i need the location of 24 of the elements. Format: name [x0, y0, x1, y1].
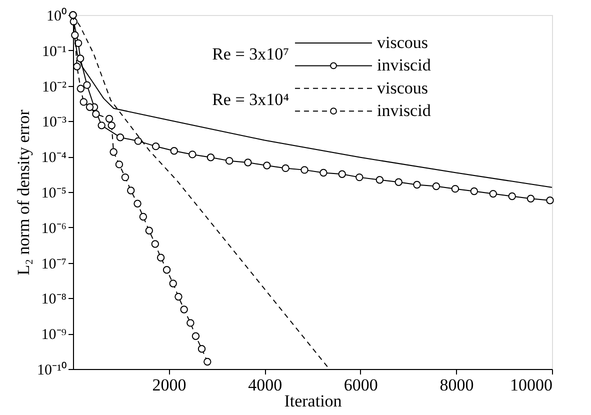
x-tick-label: 2000	[152, 376, 186, 394]
y-tick-label: 10⁻²	[42, 79, 67, 96]
y-tick-label: 10⁻⁷	[41, 256, 66, 272]
legend-label: inviscid	[377, 56, 432, 75]
y-tick-label: 10⁻⁵	[41, 186, 66, 202]
y-tick-label: 10⁻⁶	[41, 220, 66, 237]
legend-label: inviscid	[377, 101, 432, 120]
y-tick-label: 10⁻⁸	[41, 292, 66, 308]
x-tick-label: 4000	[248, 376, 282, 394]
y-tick-label: 10⁻¹	[42, 44, 66, 60]
y-tick-label: 10⁻⁹	[41, 327, 66, 344]
legend-label: viscous	[377, 33, 428, 52]
annotation: Re = 3x10⁴	[212, 90, 290, 109]
legend-label: viscous	[377, 78, 428, 98]
x-tick-label: 10000	[510, 376, 552, 394]
y-tick-label: 10⁻³	[42, 114, 67, 131]
y-tick-label: 10⁻⁴	[41, 150, 66, 166]
x-tick-label: 8000	[440, 376, 474, 394]
y-axis-title: L₂ norm of density error	[14, 109, 34, 276]
y-tick-label: 10⁰	[46, 8, 66, 24]
x-tick-label: 6000	[344, 376, 378, 394]
y-tick-label: 10⁻¹⁰	[37, 362, 66, 378]
annotation: Re = 3x10⁷	[212, 44, 290, 64]
x-axis-title: Iteration	[284, 392, 342, 410]
